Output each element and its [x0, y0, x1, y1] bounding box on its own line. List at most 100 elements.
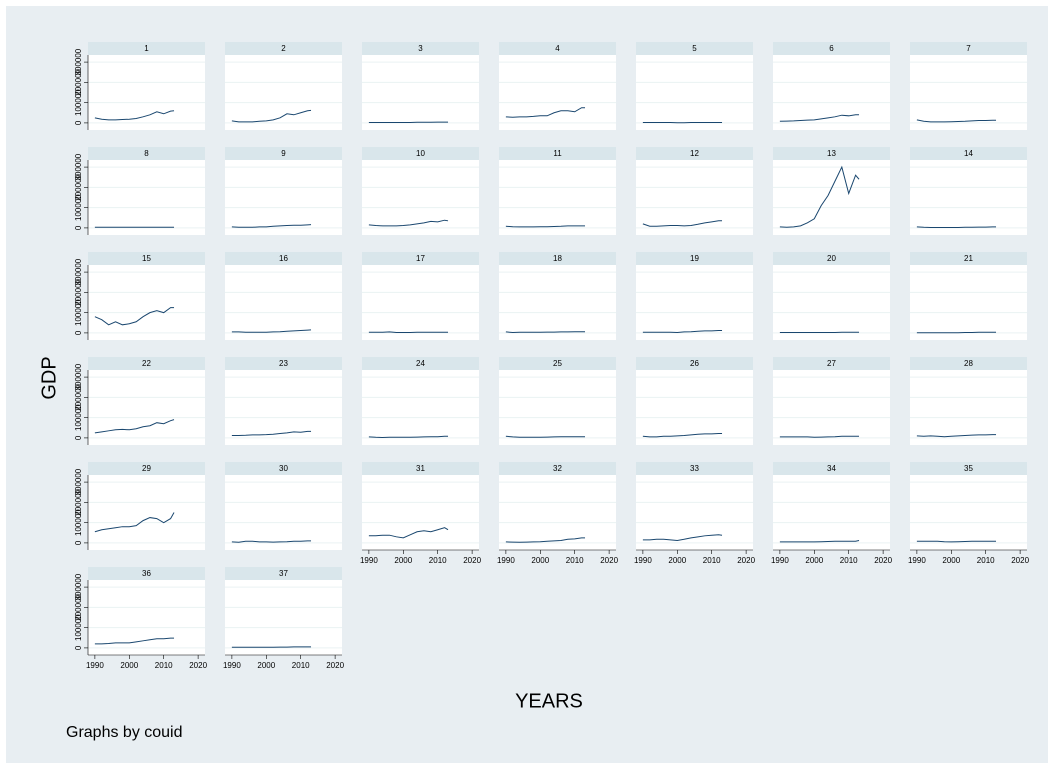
plot-area: [910, 55, 1027, 130]
x-tick-label: 2010: [566, 556, 584, 565]
panel-title: 6: [829, 44, 834, 53]
x-tick-label: 2000: [120, 661, 138, 670]
panel-title: 19: [690, 254, 699, 263]
x-tick-label: 2000: [805, 556, 823, 565]
panel-title: 25: [553, 359, 562, 368]
panel-title: 35: [964, 464, 973, 473]
plot-area: [636, 265, 753, 340]
plot-area: [773, 160, 890, 235]
panel-title: 23: [279, 359, 288, 368]
panel-title: 4: [555, 44, 560, 53]
panel-title: 5: [692, 44, 697, 53]
plot-area: [88, 475, 205, 550]
plot-area: [773, 265, 890, 340]
x-tick-label: 2010: [429, 556, 447, 565]
panel-title: 3: [418, 44, 423, 53]
x-tick-label: 1990: [223, 661, 241, 670]
panel-title: 8: [144, 149, 149, 158]
x-tick-label: 2020: [326, 661, 344, 670]
plot-area: [362, 475, 479, 550]
panel-title: 7: [966, 44, 971, 53]
plot-area: [499, 160, 616, 235]
y-tick-label: 300000: [74, 258, 83, 285]
panel-title: 17: [416, 254, 425, 263]
x-tick-label: 2000: [394, 556, 412, 565]
x-tick-label: 1990: [360, 556, 378, 565]
panel-title: 28: [964, 359, 973, 368]
plot-area: [225, 580, 342, 655]
plot-area: [773, 370, 890, 445]
plot-area: [225, 370, 342, 445]
x-tick-label: 1990: [86, 661, 104, 670]
x-tick-label: 2000: [531, 556, 549, 565]
panel-title: 34: [827, 464, 836, 473]
panel-title: 37: [279, 569, 288, 578]
x-tick-label: 1990: [908, 556, 926, 565]
panel-title: 14: [964, 149, 973, 158]
y-axis-title: GDP: [38, 356, 60, 399]
plot-area: [636, 160, 753, 235]
plot-area: [773, 475, 890, 550]
plot-area: [362, 55, 479, 130]
x-tick-label: 2000: [942, 556, 960, 565]
panel-title: 2: [281, 44, 286, 53]
y-tick-label: 300000: [74, 153, 83, 180]
plot-area: [225, 475, 342, 550]
y-tick-label: 300000: [74, 48, 83, 75]
panel-title: 26: [690, 359, 699, 368]
plot-area: [88, 370, 205, 445]
plot-area: [362, 265, 479, 340]
y-tick-label: 0: [74, 330, 83, 335]
panel-title: 30: [279, 464, 288, 473]
x-tick-label: 2010: [703, 556, 721, 565]
x-tick-label: 2010: [155, 661, 173, 670]
panel-title: 32: [553, 464, 562, 473]
panel-title: 16: [279, 254, 288, 263]
plot-area: [636, 55, 753, 130]
x-tick-label: 2000: [668, 556, 686, 565]
x-tick-label: 1990: [634, 556, 652, 565]
y-tick-label: 0: [74, 540, 83, 545]
plot-area: [225, 265, 342, 340]
x-tick-label: 2020: [600, 556, 618, 565]
panel-title: 11: [553, 149, 562, 158]
y-tick-label: 0: [74, 120, 83, 125]
plot-area: [910, 160, 1027, 235]
plot-area: [910, 370, 1027, 445]
x-tick-label: 2020: [737, 556, 755, 565]
x-tick-label: 2020: [874, 556, 892, 565]
y-tick-label: 0: [74, 225, 83, 230]
plot-area: [636, 370, 753, 445]
plot-area: [362, 370, 479, 445]
y-tick-label: 0: [74, 435, 83, 440]
plot-area: [636, 475, 753, 550]
panel-title: 24: [416, 359, 425, 368]
plot-area: [225, 160, 342, 235]
panel-title: 10: [416, 149, 425, 158]
panel-title: 33: [690, 464, 699, 473]
plot-area: [88, 55, 205, 130]
x-tick-label: 2020: [463, 556, 481, 565]
panel-title: 21: [964, 254, 973, 263]
panel-title: 13: [827, 149, 836, 158]
plot-area: [910, 475, 1027, 550]
panel-title: 36: [142, 569, 151, 578]
y-tick-label: 300000: [74, 468, 83, 495]
panel-title: 20: [827, 254, 836, 263]
panel-title: 9: [281, 149, 286, 158]
note: Graphs by couid: [66, 724, 183, 741]
plot-area: [225, 55, 342, 130]
panel-title: 27: [827, 359, 836, 368]
x-tick-label: 2000: [257, 661, 275, 670]
x-tick-label: 2010: [977, 556, 995, 565]
x-tick-label: 2020: [189, 661, 207, 670]
x-axis-title: YEARS: [515, 690, 583, 712]
plot-area: [499, 475, 616, 550]
plot-area: [499, 55, 616, 130]
panel-title: 15: [142, 254, 151, 263]
x-tick-label: 2010: [840, 556, 858, 565]
y-tick-label: 0: [74, 645, 83, 650]
panel-title: 1: [144, 44, 149, 53]
